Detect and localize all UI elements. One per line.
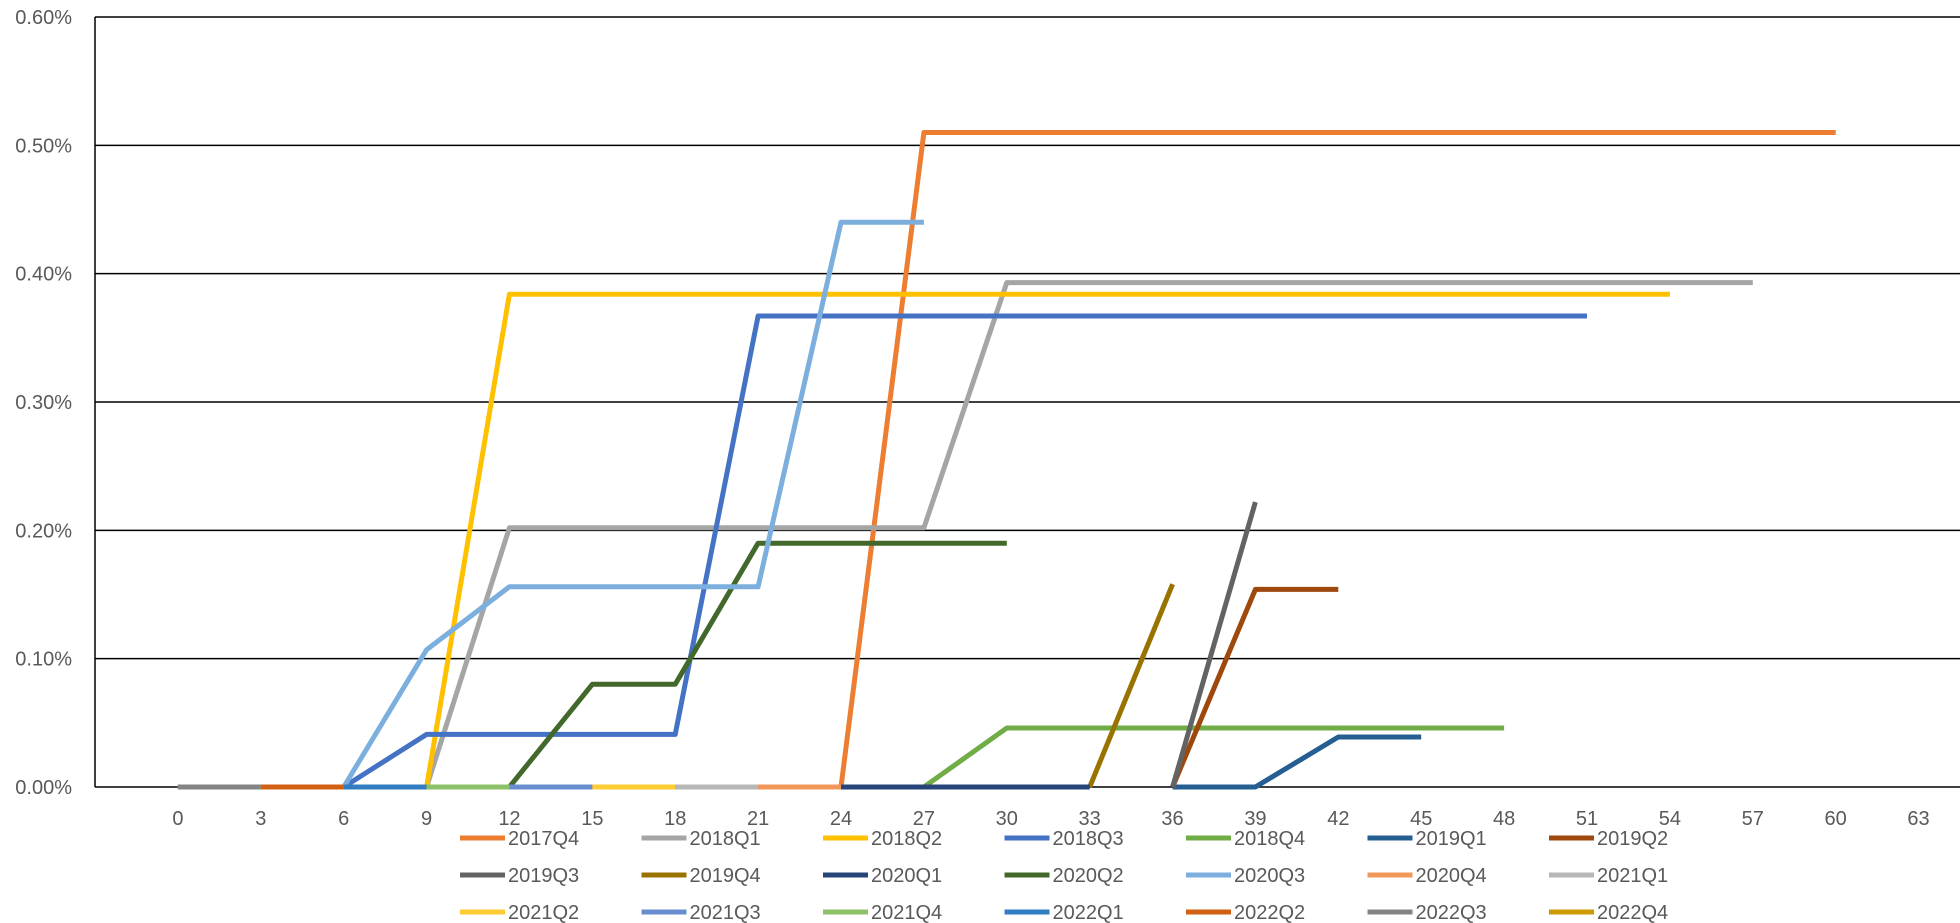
grid-lines <box>95 16 1960 788</box>
legend-item: 2022Q2 <box>1186 902 1305 923</box>
legend: 2017Q4 2018Q1 2018Q2 2018Q3 2018Q4 2019Q1 2019… <box>460 828 1668 923</box>
y-tick-label: 0.30% <box>15 392 72 414</box>
x-axis-tick-labels: 0 3 6 9 12 15 18 21 24 27 30 33 36 39 42 45 48 51 54 57 60 63 <box>172 808 1929 830</box>
x-tick-label: 48 <box>1493 808 1515 830</box>
legend-label: 2018Q2 <box>871 828 942 850</box>
legend-item: 2022Q4 <box>1549 902 1668 923</box>
series-line-2018Q4 <box>922 725 1505 790</box>
x-tick-label: 6 <box>338 808 349 830</box>
legend-label: 2021Q3 <box>690 902 761 923</box>
legend-label: 2022Q3 <box>1416 902 1487 923</box>
x-tick-label: 51 <box>1576 808 1598 830</box>
legend-item: 2019Q4 <box>641 865 761 887</box>
x-tick-label: 0 <box>172 808 183 830</box>
legend-item: 2022Q3 <box>1367 902 1487 923</box>
x-tick-label: 54 <box>1659 808 1681 830</box>
series-line-2020Q2 <box>507 540 1007 789</box>
x-tick-label: 30 <box>996 808 1018 830</box>
x-tick-label: 24 <box>830 808 852 830</box>
series-line-2017Q4 <box>177 130 1836 790</box>
legend-label: 2021Q4 <box>871 902 942 923</box>
legend-item: 2020Q1 <box>823 865 942 887</box>
y-tick-label: 0.00% <box>15 777 72 799</box>
legend-label: 2019Q2 <box>1597 828 1668 850</box>
legend-item: 2020Q3 <box>1186 865 1305 887</box>
legend-label: 2021Q2 <box>508 902 579 923</box>
y-axis-tick-labels: 0.00% 0.10% 0.20% 0.30% 0.40% 0.50% 0.60% <box>15 7 72 799</box>
series-line-2020Q3 <box>341 219 924 789</box>
series-line-2018Q2 <box>177 291 1670 790</box>
x-tick-label: 21 <box>747 808 769 830</box>
legend-item: 2021Q4 <box>823 902 942 923</box>
legend-label: 2022Q1 <box>1053 902 1124 923</box>
y-tick-label: 0.50% <box>15 135 72 157</box>
series-line-2018Q1 <box>177 280 1753 790</box>
x-tick-label: 45 <box>1410 808 1432 830</box>
x-tick-label: 42 <box>1327 808 1349 830</box>
series-line-2019Q1 <box>1172 734 1422 790</box>
y-tick-label: 0.20% <box>15 520 72 542</box>
legend-item: 2018Q3 <box>1004 828 1124 850</box>
legend-item: 2020Q2 <box>1004 865 1124 887</box>
legend-label: 2018Q1 <box>690 828 761 850</box>
x-tick-label: 27 <box>913 808 935 830</box>
legend-item: 2021Q3 <box>641 902 761 923</box>
y-tick-label: 0.40% <box>15 264 72 286</box>
legend-label: 2020Q4 <box>1416 865 1487 887</box>
x-tick-label: 12 <box>498 808 520 830</box>
legend-label: 2020Q3 <box>1234 865 1305 887</box>
series-lines <box>177 130 1836 790</box>
legend-label: 2020Q2 <box>1053 865 1124 887</box>
legend-item: 2021Q2 <box>460 902 579 923</box>
legend-item: 2018Q2 <box>823 828 942 850</box>
x-tick-label: 57 <box>1742 808 1764 830</box>
legend-item: 2017Q4 <box>460 828 579 850</box>
y-tick-label: 0.60% <box>15 7 72 29</box>
legend-label: 2019Q3 <box>508 865 579 887</box>
legend-label: 2018Q4 <box>1234 828 1305 850</box>
legend-label: 2018Q3 <box>1053 828 1124 850</box>
legend-item: 2019Q2 <box>1549 828 1668 850</box>
x-tick-label: 36 <box>1161 808 1183 830</box>
series-line-2018Q3 <box>342 313 1587 790</box>
x-tick-label: 18 <box>664 808 686 830</box>
legend-item: 2019Q3 <box>460 865 579 887</box>
y-tick-label: 0.10% <box>15 649 72 671</box>
x-tick-label: 9 <box>421 808 432 830</box>
x-tick-label: 60 <box>1825 808 1847 830</box>
legend-label: 2022Q2 <box>1234 902 1305 923</box>
x-tick-label: 15 <box>581 808 603 830</box>
legend-item: 2018Q4 <box>1186 828 1305 850</box>
legend-label: 2017Q4 <box>508 828 579 850</box>
legend-label: 2020Q1 <box>871 865 942 887</box>
legend-item: 2019Q1 <box>1367 828 1487 850</box>
legend-label: 2019Q4 <box>690 865 761 887</box>
x-tick-label: 63 <box>1907 808 1929 830</box>
legend-item: 2020Q4 <box>1367 865 1487 887</box>
series-line-2019Q4 <box>1087 583 1175 788</box>
x-tick-label: 3 <box>255 808 266 830</box>
x-tick-label: 33 <box>1079 808 1101 830</box>
x-tick-label: 39 <box>1244 808 1266 830</box>
legend-label: 2021Q1 <box>1597 865 1668 887</box>
legend-item: 2021Q1 <box>1549 865 1668 887</box>
legend-label: 2019Q1 <box>1416 828 1487 850</box>
legend-item: 2018Q1 <box>641 828 761 850</box>
legend-item: 2022Q1 <box>1004 902 1124 923</box>
legend-label: 2022Q4 <box>1597 902 1668 923</box>
series-line-2019Q3 <box>1170 501 1258 788</box>
series-line-2019Q2 <box>1170 586 1339 788</box>
